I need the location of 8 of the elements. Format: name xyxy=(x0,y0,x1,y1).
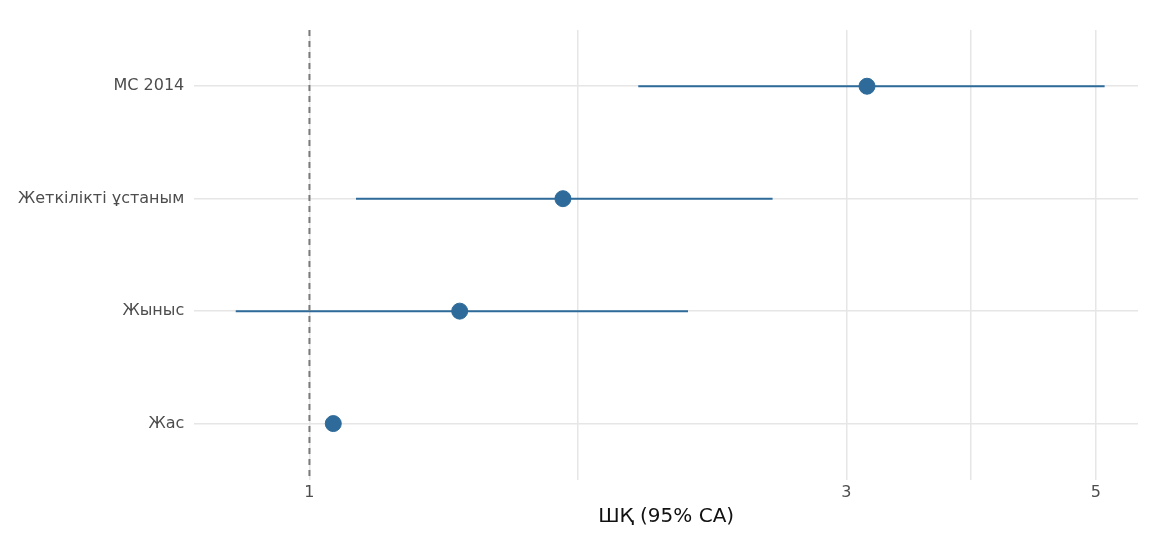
y-tick-label: Жыныс xyxy=(122,300,185,320)
x-tick-label: 5 xyxy=(1090,481,1101,501)
x-axis-title: ШҚ (95% СА) xyxy=(598,503,735,528)
y-tick-label: Жеткілікті ұстаным xyxy=(18,187,185,207)
x-tick-label: 1 xyxy=(304,481,315,501)
x-tick-label: 3 xyxy=(841,481,852,501)
y-tick-label: Жас xyxy=(148,412,185,432)
y-tick-label: МС 2014 xyxy=(113,75,185,95)
